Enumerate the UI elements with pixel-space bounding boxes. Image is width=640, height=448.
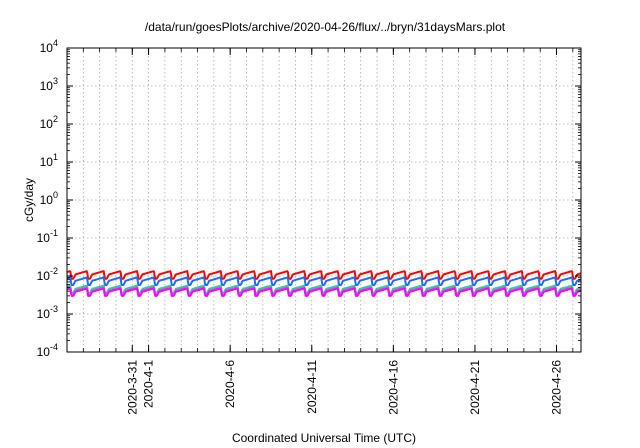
y-tick-label: 10-4 (37, 342, 58, 359)
y-tick-label: 10-2 (37, 266, 58, 283)
grid (67, 48, 581, 352)
y-tick-label: 100 (40, 190, 58, 207)
plot-frame (66, 47, 582, 353)
series-line-1 (66, 270, 582, 280)
x-tick-label: 2020-4-26 (550, 360, 564, 415)
series-line-2 (66, 276, 582, 286)
x-tick-label: 2020-3-31 (125, 360, 139, 415)
x-axis-label: Coordinated Universal Time (UTC) (232, 431, 416, 445)
y-tick-label: 102 (40, 114, 58, 131)
y-tick-label: 103 (40, 76, 58, 93)
series-line-5 (66, 287, 582, 297)
y-tick-label: 104 (40, 38, 58, 55)
y-tick-label: 10-3 (37, 304, 58, 321)
x-tick-label: 2020-4-11 (305, 360, 319, 414)
chart-title: /data/run/goesPlots/archive/2020-04-26/f… (145, 20, 506, 34)
series-layer (66, 270, 582, 297)
x-tick-label: 2020-4-21 (468, 360, 482, 415)
x-tick-label: 2020-4-16 (386, 360, 400, 415)
x-tick-label: 2020-4-1 (142, 360, 156, 408)
y-tick-label: 10-1 (37, 228, 58, 245)
x-tick-label: 2020-4-6 (223, 360, 237, 408)
series-line-3 (66, 284, 582, 294)
tick-labels: 10-4 10-3 10-2 10-1 100 101 102 103 104 2020-3-31… (37, 38, 564, 415)
y-tick-label: 101 (40, 152, 58, 169)
y-axis-label: cGy/day (22, 178, 36, 222)
